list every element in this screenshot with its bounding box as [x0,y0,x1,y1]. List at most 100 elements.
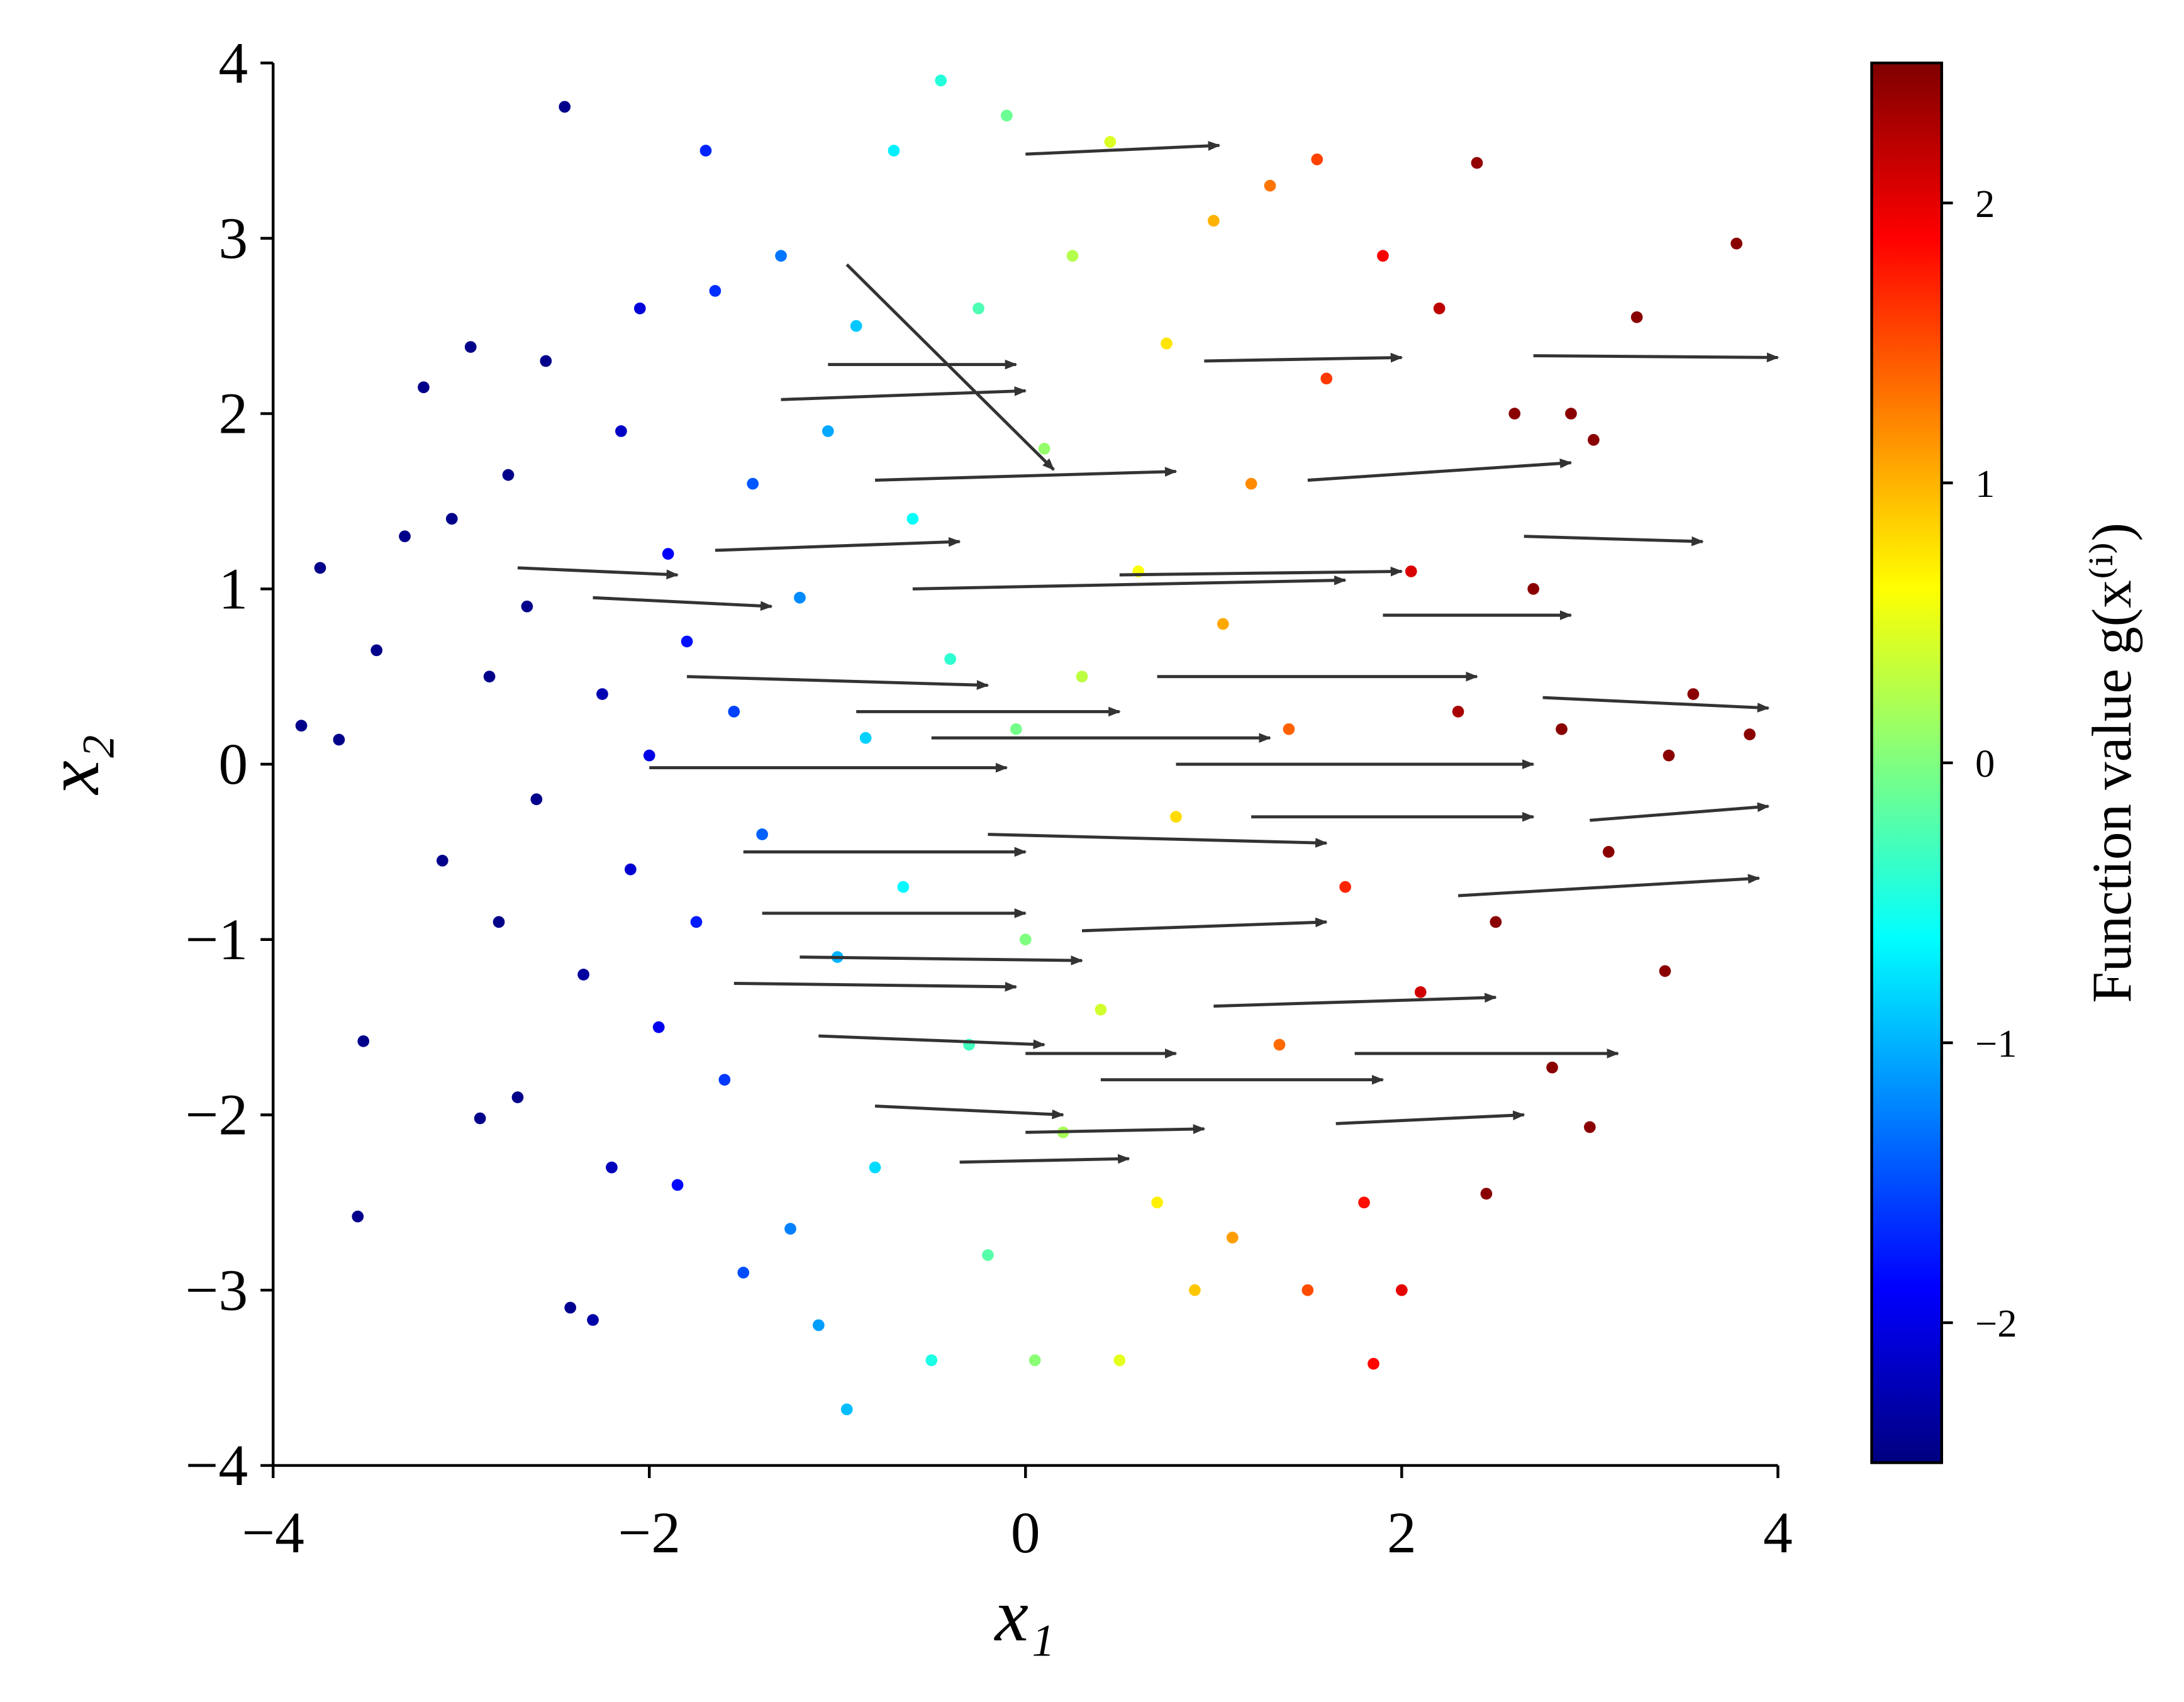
data-point [1452,706,1464,718]
axes-layer: −4 −2 0 2 4 −4 −3 −2 −1 0 1 2 3 4 [186,31,1793,1566]
gradient-arrow [593,596,773,611]
data-point [888,145,900,157]
data-point [1207,214,1220,227]
data-point [1076,670,1088,683]
gradient-arrow [781,386,1027,401]
data-point [1028,1354,1041,1367]
data-point [564,1301,576,1314]
colorbar-tick-label: −1 [1975,1022,2017,1065]
data-point [399,530,411,543]
data-point [1161,337,1173,350]
data-point [1273,1038,1286,1051]
data-point [1405,565,1417,577]
data-point [775,250,787,262]
y-tick-label: −3 [186,1258,248,1323]
data-point [633,303,646,314]
gradient-arrow [874,1104,1065,1120]
data-point [577,969,589,981]
data-point [357,1035,370,1047]
gradient-arrow [1081,917,1328,933]
y-tick-label: 2 [218,382,248,447]
data-point [982,1249,994,1261]
gradient-arrow [1119,566,1403,577]
gradient-arrow [715,537,961,552]
points-layer [295,74,1756,1416]
data-point [352,1210,364,1223]
data-point [1396,1284,1408,1296]
data-point [1377,250,1389,262]
gradient-arrow [1457,874,1761,898]
arrows-layer [517,141,1780,1164]
colorbar [1870,61,1943,1464]
data-point [1588,434,1600,446]
data-point [540,355,552,367]
data-point [1151,1196,1163,1209]
y-tick-label: 3 [218,206,248,271]
data-point [756,828,769,840]
data-point [445,513,458,525]
gradient-arrow [1204,352,1403,363]
gradient-arrow [800,955,1083,965]
data-point [530,793,543,806]
data-point [737,1266,750,1279]
gradient-arrow [733,981,1018,992]
gradient-arrow [1025,1124,1206,1134]
colorbar-tick-label: 1 [1975,462,1995,506]
data-point [418,381,430,394]
data-point [718,1074,731,1086]
data-point [587,1314,599,1326]
gradient-arrow [818,1034,1046,1050]
data-point [728,706,740,718]
gradient-arrow [988,833,1328,848]
data-point [784,1223,796,1235]
data-point [643,749,655,762]
data-point [1630,311,1643,323]
data-point [1414,986,1427,998]
data-point [906,513,919,525]
gradient-arrow [1533,352,1780,363]
data-point [624,863,637,876]
data-point [1019,933,1032,946]
data-point [925,1354,938,1367]
data-point [1104,136,1117,148]
gradient-arrow [1524,535,1704,547]
data-point [1663,749,1675,762]
y-tick-label: 1 [218,557,248,621]
data-point [1283,723,1295,735]
data-point [314,562,326,574]
data-point [1490,916,1502,928]
gradient-arrow [1590,802,1770,822]
data-point [690,916,703,928]
data-point [859,731,872,744]
x-tick-label: −4 [242,1501,304,1566]
data-point [615,425,627,437]
data-point [1556,723,1568,735]
data-point [483,670,496,683]
colorbar-tick-label: −2 [1975,1302,2017,1345]
data-point [1368,1357,1379,1370]
data-point [850,320,862,332]
y-axis-label: x₂ [31,734,114,795]
gradient-arrow [845,263,1055,471]
data-point [1189,1284,1201,1296]
data-point [1687,688,1700,700]
data-point [1010,723,1022,735]
data-point [813,1319,825,1332]
data-point [1546,1061,1558,1074]
y-tick-label: −4 [186,1433,248,1498]
data-point [1565,408,1577,420]
data-point [709,285,722,297]
data-point [1508,408,1521,420]
x-tick-label: −2 [618,1501,681,1566]
data-point [502,469,515,481]
data-point [596,688,608,700]
data-point [1311,153,1323,165]
data-point [436,854,448,867]
data-point [1113,1354,1126,1367]
gradient-arrow [1025,141,1221,156]
y-tick-label: 0 [218,732,248,797]
data-point [1659,965,1671,977]
data-point [869,1161,881,1174]
